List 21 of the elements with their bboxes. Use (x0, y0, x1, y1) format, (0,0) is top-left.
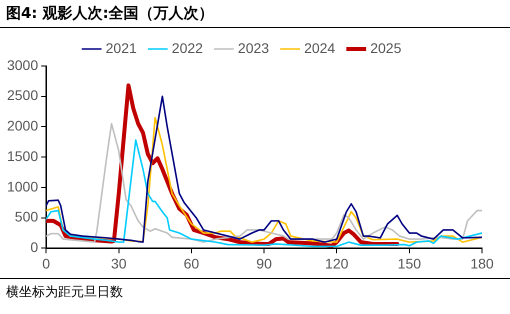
y-tick-label: 0 (30, 239, 38, 256)
y-tick-label: 2000 (6, 118, 38, 134)
x-tick-label: 0 (42, 255, 50, 272)
y-tick-label: 1000 (6, 178, 38, 194)
x-tick-label: 60 (184, 255, 200, 272)
legend-label: 2022 (172, 40, 204, 56)
text: 横坐标为距元旦日数 (0, 278, 510, 305)
y-tick-label: 3000 (6, 56, 38, 73)
legend-label: 2021 (106, 40, 137, 56)
legend-label: 2024 (304, 40, 336, 56)
legend-label: 2023 (238, 40, 270, 56)
chart-title: 图4: 观影人次:全国（万人次） (0, 0, 510, 28)
x-tick-label: 30 (111, 255, 127, 272)
x-tick-label: 90 (256, 255, 272, 272)
x-tick-label: 180 (470, 255, 494, 272)
x-tick-label: 150 (398, 255, 422, 272)
legend-label: 2025 (370, 40, 402, 56)
y-tick-label: 2500 (6, 87, 38, 104)
y-tick-label: 500 (14, 208, 38, 225)
y-tick-label: 1500 (6, 148, 38, 164)
x-tick-label: 120 (325, 255, 349, 272)
